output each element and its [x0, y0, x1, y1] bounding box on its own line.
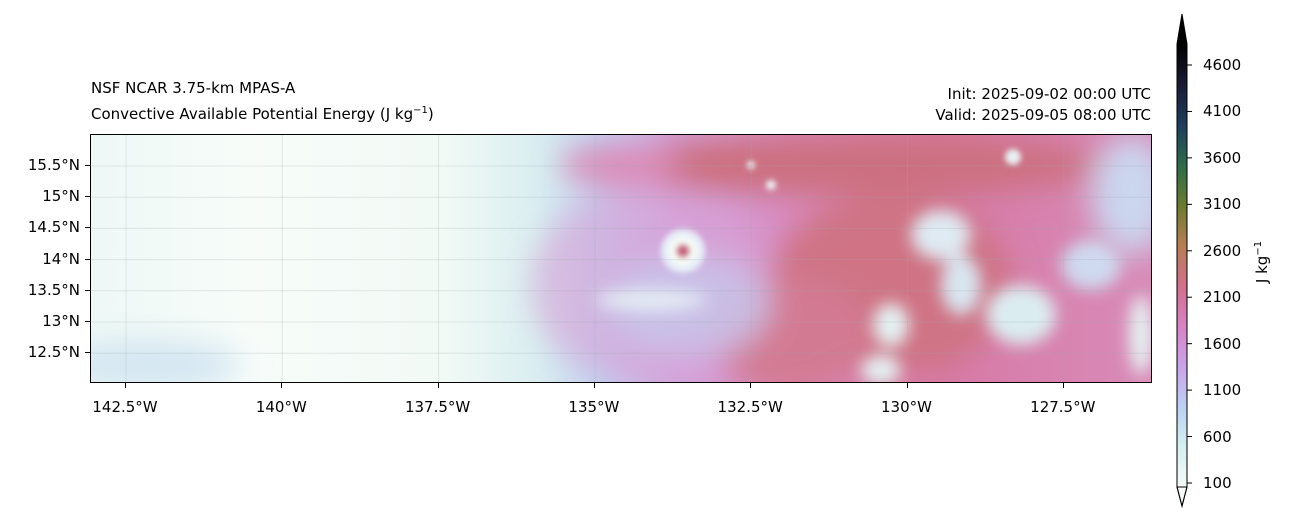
- init-time: Init: 2025-09-02 00:00 UTC: [947, 85, 1151, 103]
- colorbar-tick-label: 4600: [1203, 56, 1242, 74]
- lat-tick-mark: [85, 289, 90, 291]
- cape-field: [91, 135, 1151, 382]
- colorbar-max-extend: [1177, 14, 1187, 44]
- lon-tick-label: 127.5°W: [1030, 398, 1096, 416]
- lon-tick-mark: [906, 383, 908, 388]
- colorbar-tick-label: 4100: [1203, 102, 1242, 121]
- lon-tick-label: 132.5°W: [717, 398, 783, 416]
- lon-tick-label: 135°W: [568, 398, 620, 416]
- lon-tick-label: 137.5°W: [404, 398, 471, 416]
- colorbar-label-exponent: −1: [1253, 240, 1264, 256]
- lon-tick-mark: [281, 383, 283, 388]
- colorbar-min-extend: [1176, 486, 1188, 508]
- lon-tick-mark: [437, 383, 439, 388]
- lon-tick-mark: [750, 383, 752, 388]
- colorbar-tick-label: 2600: [1203, 241, 1242, 260]
- lat-tick-mark: [85, 227, 90, 229]
- lat-tick-label: 15.5°N: [27, 156, 80, 174]
- lon-tick-mark: [125, 383, 126, 388]
- colorbar-tick-label: 600: [1203, 427, 1232, 446]
- valid-time: Valid: 2025-09-05 08:00 UTC: [935, 106, 1151, 124]
- lat-tick-mark: [85, 258, 90, 260]
- colorbar-tick-label: 3100: [1203, 195, 1242, 214]
- lat-tick-label: 15°N: [42, 187, 80, 206]
- model-title: NSF NCAR 3.75-km MPAS-A: [91, 79, 296, 97]
- field-title-text: Convective Available Potential Energy (J…: [91, 105, 414, 123]
- lat-tick-label: 12.5°N: [27, 343, 80, 362]
- lat-tick-label: 13.5°N: [27, 280, 80, 299]
- colorbar-tick-label: 2100: [1203, 288, 1242, 307]
- lat-tick-label: 13°N: [42, 312, 80, 330]
- lat-tick-mark: [85, 321, 90, 322]
- lon-tick-label: 130°W: [881, 398, 932, 416]
- cape-map: [90, 134, 1152, 383]
- lon-tick-label: 142.5°W: [92, 398, 158, 416]
- colorbar-tick-label: 1600: [1203, 334, 1242, 353]
- lon-tick-mark: [593, 383, 595, 388]
- colorbar-label: J kg−1: [1253, 241, 1271, 283]
- lon-tick-mark: [1062, 383, 1064, 388]
- colorbar-tick-label: 3600: [1203, 148, 1242, 167]
- lat-tick-mark: [85, 352, 90, 354]
- field-title-suffix: ): [427, 105, 434, 123]
- colorbar-tick-label: 100: [1203, 474, 1232, 492]
- lat-tick-label: 14°N: [42, 249, 80, 268]
- field-title-exponent: −1: [413, 105, 428, 116]
- field-title: Convective Available Potential Energy (J…: [91, 106, 434, 122]
- graticule: [91, 135, 1151, 382]
- lat-tick-label: 14.5°N: [27, 218, 80, 237]
- lat-tick-mark: [85, 196, 90, 198]
- lat-tick-mark: [85, 165, 90, 166]
- colorbar: [1176, 13, 1192, 508]
- colorbar-gradient: [1177, 44, 1187, 487]
- colorbar-tick-label: 1100: [1203, 381, 1242, 400]
- colorbar-label-text: J kg: [1253, 255, 1271, 284]
- lon-tick-label: 140°W: [255, 398, 307, 416]
